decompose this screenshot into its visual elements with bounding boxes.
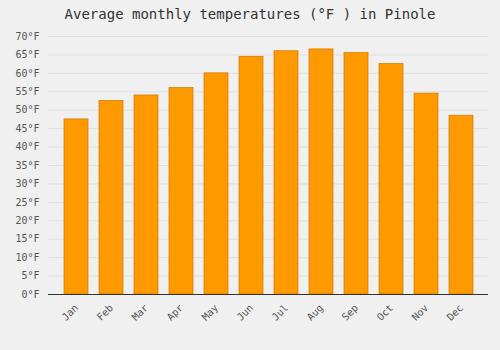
- svg-text:Sep: Sep: [340, 302, 361, 323]
- svg-text:40°F: 40°F: [15, 141, 39, 152]
- svg-text:Feb: Feb: [95, 302, 116, 323]
- svg-text:Nov: Nov: [410, 302, 431, 323]
- svg-text:Aug: Aug: [305, 302, 326, 323]
- svg-text:65°F: 65°F: [15, 49, 39, 60]
- svg-text:35°F: 35°F: [15, 160, 39, 171]
- svg-text:Apr: Apr: [165, 302, 186, 323]
- svg-text:Oct: Oct: [375, 302, 396, 323]
- svg-text:50°F: 50°F: [15, 104, 39, 115]
- svg-text:60°F: 60°F: [15, 68, 39, 79]
- svg-text:Jul: Jul: [270, 302, 291, 323]
- svg-text:20°F: 20°F: [15, 215, 39, 226]
- html-text:Average monthly temperatures (: Average monthly temperatures (°F ) in Pi…: [64, 6, 436, 22]
- svg-text:30°F: 30°F: [15, 178, 39, 189]
- svg-text:Jan: Jan: [60, 302, 81, 323]
- svg-text:45°F: 45°F: [15, 123, 39, 134]
- svg-text:10°F: 10°F: [15, 252, 39, 263]
- svg-text:Jun: Jun: [235, 302, 256, 323]
- svg-text:5°F: 5°F: [21, 270, 39, 281]
- svg-text:70°F: 70°F: [15, 31, 39, 42]
- svg-text:55°F: 55°F: [15, 86, 39, 97]
- svg-text:May: May: [200, 302, 221, 323]
- svg-text:Mar: Mar: [130, 302, 151, 323]
- svg-text:0°F: 0°F: [21, 289, 39, 300]
- svg-text:15°F: 15°F: [15, 233, 39, 244]
- svg-text:Dec: Dec: [445, 302, 466, 323]
- svg-text:25°F: 25°F: [15, 197, 39, 208]
